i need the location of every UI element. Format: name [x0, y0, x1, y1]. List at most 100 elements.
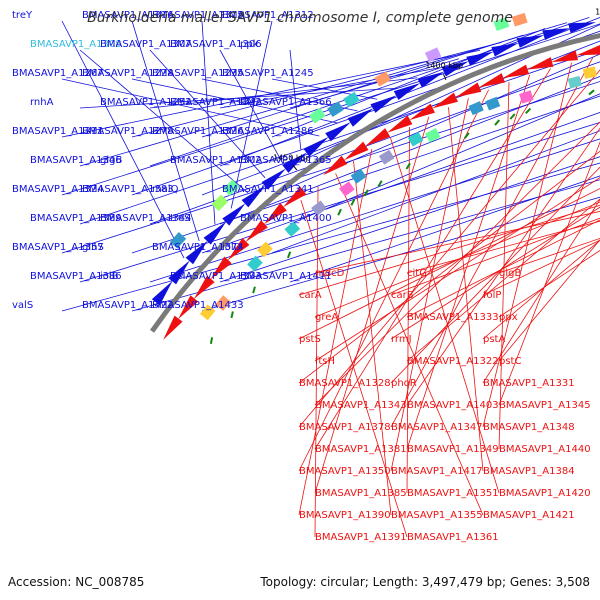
reverse-gene-label: BMASAVP1_A1391: [315, 532, 407, 543]
skew-mark: [363, 189, 369, 197]
forward-gene-label: BMASAVP1_A1315: [152, 10, 244, 21]
forward-gene-label: BMASAVP1_A1366: [240, 97, 332, 108]
reverse-leader-line: [482, 239, 600, 296]
forward-gene-label: BMASAVP1_A1411: [240, 271, 332, 282]
forward-gene-arrow: [168, 260, 190, 285]
reverse-gene-arrow: [227, 237, 250, 261]
reverse-gene-label: pstC: [499, 356, 521, 367]
gene-labels: treY BMASAVP1_A1316BMASAVP1_A1315BMASAVP1…: [12, 10, 591, 543]
forward-gene-label: rnhA: [30, 97, 54, 108]
reverse-gene-label: carA: [299, 290, 322, 301]
content-band: [169, 232, 187, 249]
forward-leader-line: [149, 49, 266, 179]
forward-gene-label: BMASAVP1_A1346: [30, 155, 122, 166]
reverse-leader-line: [298, 188, 600, 340]
forward-gene-arrow: [491, 42, 519, 57]
forward-gene-arrow: [347, 108, 374, 127]
content-band: [374, 71, 391, 87]
skew-mark: [252, 286, 256, 294]
forward-leader-line: [79, 49, 600, 225]
content-band: [257, 241, 273, 258]
forward-gene-label: BMASAVP1_A1326: [152, 126, 244, 137]
forward-leader-line: [219, 67, 439, 109]
forward-gene-label: BMASAVP1_A1341: [222, 184, 314, 195]
forward-leader-line: [289, 49, 302, 150]
forward-gene-arrow: [568, 22, 596, 34]
content-band: [284, 221, 301, 237]
reverse-leader-line: [498, 141, 600, 406]
reverse-gene-arrow: [323, 155, 348, 176]
reverse-gene-label: pstA: [483, 334, 505, 345]
content-band: [468, 101, 484, 116]
reverse-leader-line: [498, 82, 510, 450]
reverse-gene-label: BMASAVP1_A1328: [299, 378, 391, 389]
skew-mark: [405, 162, 411, 170]
reverse-gene-arrow: [163, 315, 183, 340]
skew-mark: [230, 311, 234, 319]
forward-gene-arrow: [542, 28, 571, 40]
reverse-leader-line: [448, 107, 484, 472]
forward-leader-line: [131, 30, 600, 196]
reverse-leader-line: [314, 121, 600, 406]
forward-gene-label: BMASAVP1_A1267: [12, 68, 104, 79]
reverse-gene-label: phoR: [391, 378, 417, 389]
forward-leader-line: [131, 41, 502, 138]
forward-leader-line: [61, 49, 481, 138]
reverse-gene-arrow: [245, 220, 268, 242]
forward-gene-label: ppk: [240, 39, 259, 50]
forward-leader-line: [149, 138, 600, 283]
forward-gene-arrow: [241, 185, 266, 208]
reverse-leader-line: [390, 137, 500, 494]
reverse-gene-label: BMASAVP1_A1390: [299, 510, 391, 521]
tick-mark: [443, 74, 447, 80]
skew-mark: [588, 89, 595, 96]
skew-mark: [337, 208, 342, 216]
content-band: [222, 179, 240, 196]
reverse-gene-label: BMASAVP1_A1350: [299, 466, 391, 477]
content-band: [407, 131, 424, 147]
forward-leader-line: [271, 53, 600, 196]
content-band: [343, 91, 360, 108]
content-band: [493, 17, 510, 31]
map-title: Burkholderia mallei SAVP1 chromosome I, …: [87, 10, 513, 26]
reverse-leader-line: [406, 126, 410, 494]
reverse-gene-arrow: [576, 44, 600, 56]
forward-gene-arrow: [370, 95, 397, 113]
reverse-gene-arrow: [210, 256, 232, 280]
content-band: [485, 96, 501, 111]
forward-gene-label: BMASAVP1_A1252: [100, 97, 192, 108]
content-band: [308, 107, 326, 124]
forward-leader-line: [289, 93, 600, 225]
reverse-gene-label: BMASAVP1_A1385: [315, 488, 407, 499]
forward-gene-label: BMASAVP1_A1316: [82, 10, 174, 21]
reverse-gene-label: BMASAVP1_A1345: [499, 400, 591, 411]
reverse-leader-line: [298, 204, 600, 296]
reverse-gene-label: BMASAVP1_A1403: [407, 400, 499, 411]
reverse-leader-line: [314, 116, 430, 494]
reverse-leader-line: [390, 57, 594, 428]
forward-leader-line: [79, 22, 568, 167]
forward-leader-line: [149, 61, 600, 225]
content-band: [215, 295, 231, 311]
forward-gene-label: glgB: [100, 155, 122, 166]
reverse-gene-label: ppx: [499, 312, 518, 323]
reverse-gene-label: BMASAVP1_A1417: [391, 466, 483, 477]
reverse-gene-label: BMASAVP1_A1331: [483, 378, 575, 389]
content-band: [211, 194, 229, 212]
reverse-leader-line: [314, 177, 600, 362]
reverse-leader-line: [353, 160, 392, 516]
forward-gene-arrow: [261, 168, 286, 190]
skew-mark: [377, 180, 383, 187]
skew-mark: [286, 251, 292, 259]
reverse-gene-label: folP: [483, 290, 501, 301]
forward-gene-label: BMASAVP1_A1383: [82, 184, 174, 195]
chromosome-backbone: [149, 33, 600, 333]
content-band: [519, 90, 534, 104]
reverse-gene-label: BMASAVP1_A1384: [483, 466, 575, 477]
forward-gene-arrow: [282, 152, 307, 173]
reverse-leader-line: [498, 249, 600, 318]
skew-mark: [209, 337, 214, 344]
reverse-leader-line: [390, 98, 469, 472]
forward-leader-line: [201, 34, 524, 138]
forward-gene-label: BMASAVP1_A1386: [30, 271, 122, 282]
